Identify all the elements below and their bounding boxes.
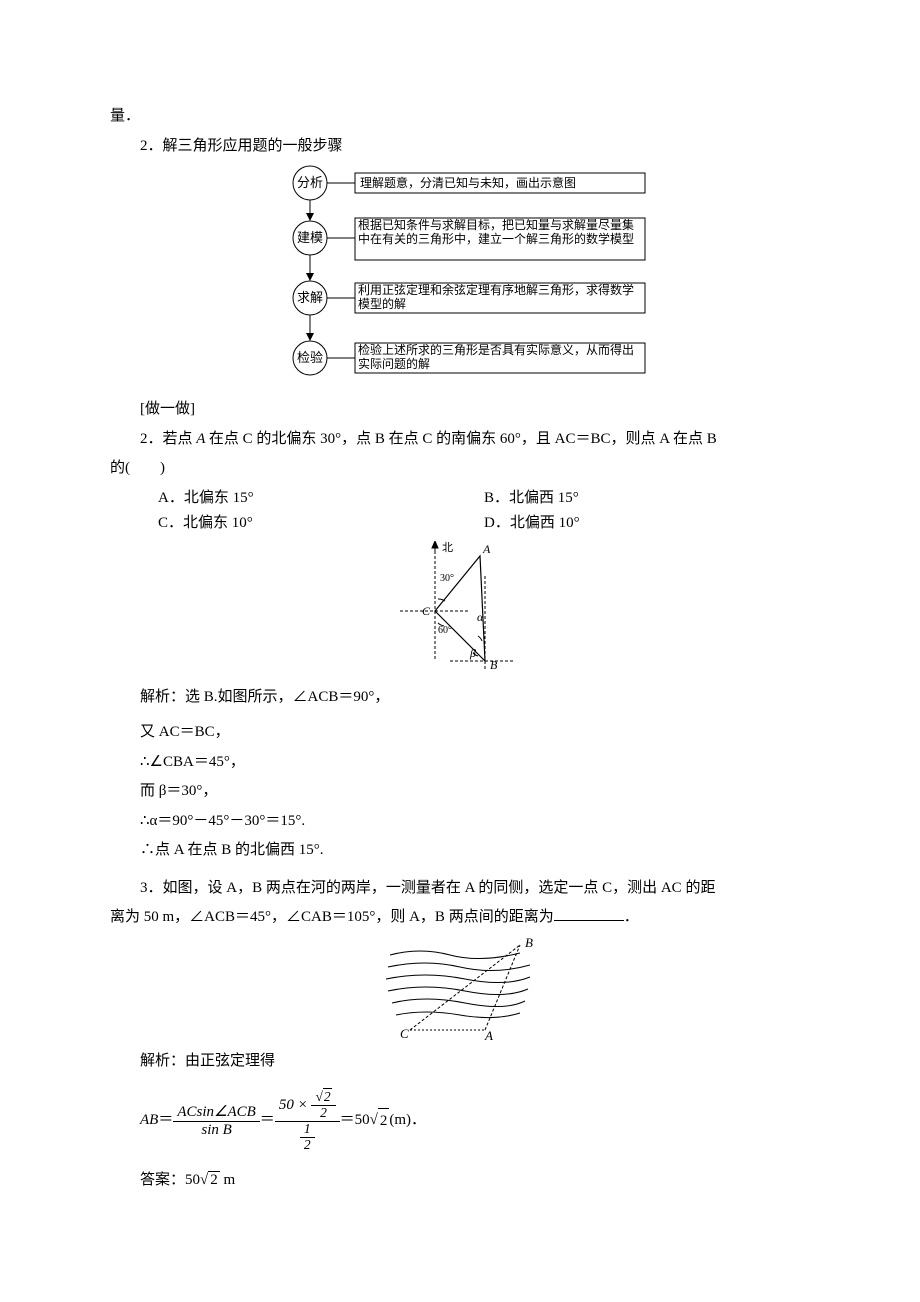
q3-formula: AB＝ ACsin∠ACB sin B ＝ 50 × √2 2 1 2 ＝50√… xyxy=(140,1090,810,1152)
angle-30: 30° xyxy=(440,573,454,584)
q2-sol-l6: ∴点 A 在点 B 的北偏西 15°. xyxy=(110,838,810,864)
flow-node-1: 建模 xyxy=(297,230,323,245)
q3-stem-l2: 离为 50 m，∠ACB＝45°，∠CAB＝105°，则 A，B 两点间的距离为… xyxy=(110,905,810,931)
q3-label-a: A xyxy=(484,1028,493,1043)
q3-answer: 答案：50√2 m xyxy=(110,1168,810,1194)
q2-sol-l2: 又 AC＝BC， xyxy=(110,720,810,746)
q2-stem-text: 在点 C 的北偏东 30°，点 B 在点 C 的南偏东 60°，且 AC＝BC，… xyxy=(209,431,717,447)
q2-diagram: 北 A B C 30° 60° α β xyxy=(390,541,530,681)
q2-options-row1: A．北偏东 15° B．北偏西 15° xyxy=(158,486,810,512)
label-c: C xyxy=(422,604,431,618)
flow-node-3: 检验 xyxy=(297,350,323,365)
q2-sol-l5: ∴α＝90°－45°－30°＝15°. xyxy=(110,809,810,835)
sec2-title: 2．解三角形应用题的一般步骤 xyxy=(110,134,810,160)
label-alpha: α xyxy=(477,610,484,624)
label-b: B xyxy=(490,658,498,672)
q2-option-a: A．北偏东 15° xyxy=(158,486,484,512)
q2-sol-l1: 解析：选 B.如图所示，∠ACB＝90°， xyxy=(110,685,810,711)
q3-stem-l1: 3．如图，设 A，B 两点在河的两岸，一测量者在 A 的同侧，选定一点 C，测出… xyxy=(110,876,810,902)
q3-solution-label: 解析：由正弦定理得 xyxy=(110,1049,810,1075)
q3-label-b: B xyxy=(525,935,533,950)
angle-60: 60° xyxy=(438,625,452,636)
flow-desc-2: 利用正弦定理和余弦定理有序地解三角形，求得数学模型的解 xyxy=(358,284,642,312)
q2-option-b: B．北偏西 15° xyxy=(484,486,810,512)
q2-option-c: C．北偏东 10° xyxy=(158,511,484,537)
flow-desc-3: 检验上述所求的三角形是否具有实际意义，从而得出实际问题的解 xyxy=(358,344,642,372)
flowchart: 分析 理解题意，分清已知与未知，画出示意图 建模 根据已知条件与求解目标，把已知… xyxy=(260,163,660,393)
q2-sol-l4: 而 β＝30°， xyxy=(110,779,810,805)
q2-stem-line2: 的( ) xyxy=(110,456,810,482)
q2-stem-line1: 2．若点 A 在点 C 的北偏东 30°，点 B 在点 C 的南偏东 60°，且… xyxy=(110,427,810,453)
flow-desc-1: 根据已知条件与求解目标，把已知量与求解量尽量集中在有关的三角形中，建立一个解三角… xyxy=(358,219,642,247)
north-label: 北 xyxy=(442,541,453,554)
label-a: A xyxy=(482,542,491,556)
flow-node-2: 求解 xyxy=(297,290,323,305)
q2-sol-l3: ∴∠CBA＝45°， xyxy=(110,750,810,776)
blank xyxy=(554,905,624,921)
q2-option-d: D．北偏西 10° xyxy=(484,511,810,537)
flow-desc-0: 理解题意，分清已知与未知，画出示意图 xyxy=(360,175,576,190)
label-beta: β xyxy=(469,646,476,660)
zuoyizuo: [做一做] xyxy=(110,397,810,423)
q3-diagram: B C A xyxy=(370,935,550,1045)
intro-tail: 量． xyxy=(110,104,810,130)
q3-label-c: C xyxy=(400,1026,409,1041)
flow-node-0: 分析 xyxy=(297,175,323,190)
q2-options-row2: C．北偏东 10° D．北偏西 10° xyxy=(158,511,810,537)
